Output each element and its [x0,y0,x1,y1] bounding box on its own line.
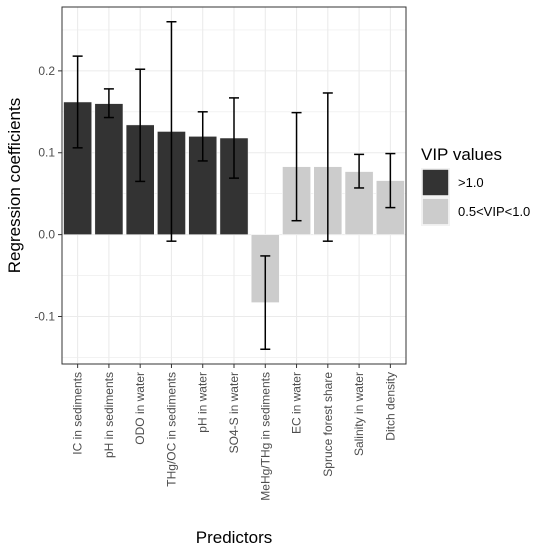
x-tick-label: Spruce forest share [321,372,335,477]
x-tick-label: pH in water [196,372,210,433]
error-bar [72,55,83,149]
legend-title: VIP values [421,145,502,164]
error-bar [103,88,114,119]
error-bar [322,92,333,242]
x-tick-label: SO4-S in water [227,372,241,453]
x-tick-label: Salinity in water [352,372,366,456]
error-bar [197,111,208,162]
bar [94,103,124,235]
error-bar [260,255,271,351]
error-bar [385,152,396,209]
legend-label: >1.0 [458,175,484,190]
error-bar [229,97,239,179]
plot-panel [61,6,407,365]
x-axis: IC in sediments pH in sediments ODO in wat… [71,364,397,501]
x-tick-label: ODO in water [133,372,147,445]
error-bar [135,68,146,183]
y-axis-title: Regression coefficients [5,98,24,273]
y-tick-label: 0.0 [38,228,55,242]
x-tick-label: IC in sediments [71,372,85,455]
legend: VIP values >1.0 0.5<VIP<1.0 [421,145,530,226]
legend-swatch [422,198,449,225]
y-tick-label: 0.2 [38,64,55,78]
x-tick-label: EC in water [290,372,304,434]
y-tick-label: -0.1 [34,310,55,324]
x-tick-label: Ditch density [383,372,397,441]
error-bar [166,20,177,242]
legend-entries: >1.0 0.5<VIP<1.0 [421,168,530,226]
y-axis: -0.1 0.0 0.1 0.2 [34,64,62,324]
error-bar [354,153,365,189]
legend-swatch [422,169,449,196]
y-tick-label: 0.1 [38,146,55,160]
legend-label: 0.5<VIP<1.0 [458,204,530,219]
legend-entry: 0.5<VIP<1.0 [421,197,530,226]
x-axis-title: Predictors [196,528,273,547]
x-tick-label: pH in sediments [102,372,116,458]
x-tick-label: THg/OC in sediments [164,372,178,487]
x-tick-label: MeHg/THg in sediments [258,372,272,501]
legend-entry: >1.0 [421,168,484,197]
error-bars [72,20,396,351]
error-bar [291,111,302,222]
